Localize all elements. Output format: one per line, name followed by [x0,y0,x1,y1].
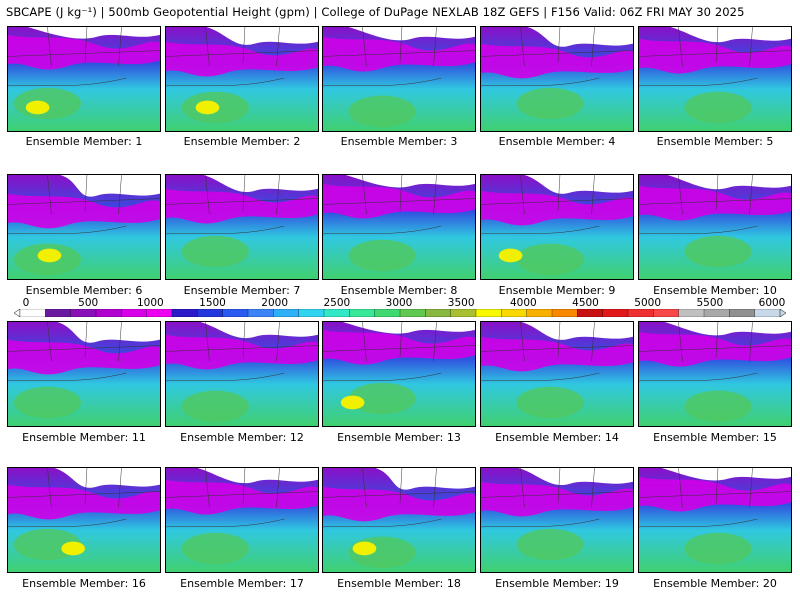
colorbar-tick-label: 1500 [199,297,226,309]
ensemble-member-map [322,467,476,573]
colorbar-tick-label: 3500 [447,297,475,309]
ensemble-member-label: Ensemble Member: 12 [180,431,304,444]
colorbar-tick-label: 1000 [136,297,164,309]
colorbar-tick-label: 2500 [323,297,351,309]
colorbar-tick-label: 5500 [696,297,724,309]
ensemble-member-label: Ensemble Member: 14 [495,431,619,444]
sbcape-colorbar [14,309,786,317]
ensemble-member-map [7,467,161,573]
ensemble-member-label: Ensemble Member: 7 [183,284,301,297]
ensemble-member-map [7,321,161,427]
ensemble-member-map [638,174,792,280]
colorbar-tick-label: 3000 [385,297,413,309]
ensemble-member-label: Ensemble Member: 17 [180,577,304,590]
ensemble-member-label: Ensemble Member: 19 [495,577,619,590]
ensemble-member-map [7,26,161,132]
ensemble-member-label: Ensemble Member: 4 [498,135,616,148]
ensemble-member-map [322,321,476,427]
ensemble-member-map [165,174,319,280]
ensemble-member-map [638,26,792,132]
ensemble-member-label: Ensemble Member: 1 [25,135,143,148]
ensemble-member-label: Ensemble Member: 20 [653,577,777,590]
ensemble-member-map [322,174,476,280]
ensemble-member-label: Ensemble Member: 15 [653,431,777,444]
ensemble-member-label: Ensemble Member: 2 [183,135,301,148]
colorbar-tick-label: 500 [78,297,99,309]
ensemble-member-map [165,26,319,132]
ensemble-member-map [480,321,634,427]
colorbar-tick-label: 4000 [509,297,537,309]
ensemble-member-map [480,467,634,573]
colorbar-tick-label: 0 [22,297,30,309]
colorbar-tick-label: 4500 [572,297,599,309]
ensemble-member-label: Ensemble Member: 11 [22,431,146,444]
colorbar-tick-label: 6000 [758,297,786,309]
colorbar-tick-label: 5000 [634,297,662,309]
ensemble-member-label: Ensemble Member: 3 [340,135,458,148]
ensemble-member-label: Ensemble Member: 10 [653,284,777,297]
ensemble-member-map [165,467,319,573]
ensemble-member-label: Ensemble Member: 6 [25,284,143,297]
colorbar-tick-label: 2000 [261,297,289,309]
ensemble-member-map [322,26,476,132]
ensemble-member-label: Ensemble Member: 9 [498,284,616,297]
ensemble-member-map [480,26,634,132]
map-title: SBCAPE (J kg⁻¹) | 500mb Geopotential Hei… [6,5,745,19]
ensemble-member-label: Ensemble Member: 13 [337,431,461,444]
ensemble-member-label: Ensemble Member: 8 [340,284,458,297]
ensemble-member-label: Ensemble Member: 18 [337,577,461,590]
ensemble-member-label: Ensemble Member: 5 [656,135,774,148]
ensemble-member-map [480,174,634,280]
ensemble-member-map [638,321,792,427]
ensemble-member-label: Ensemble Member: 16 [22,577,146,590]
ensemble-member-map [7,174,161,280]
ensemble-member-map [638,467,792,573]
ensemble-member-map [165,321,319,427]
